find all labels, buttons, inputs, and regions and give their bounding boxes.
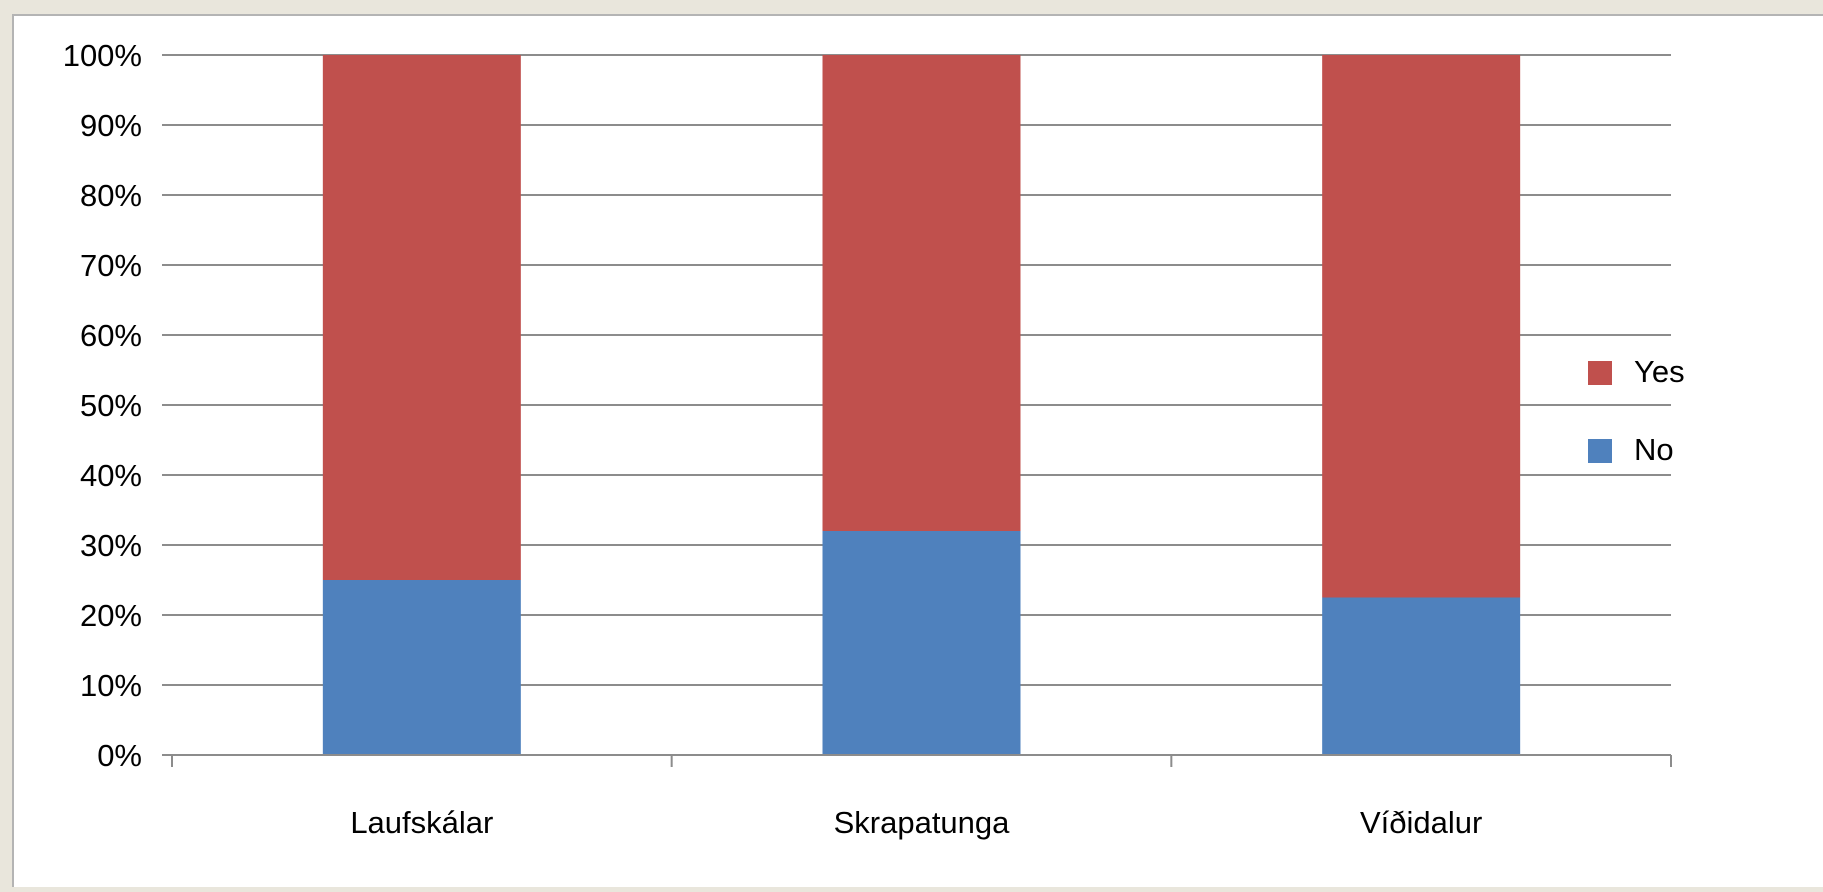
bar-no-2 bbox=[1322, 597, 1521, 755]
bar-yes-0 bbox=[322, 55, 521, 580]
y-tick-label-0: 0% bbox=[97, 738, 142, 773]
y-tick-label-1: 10% bbox=[80, 668, 142, 703]
x-axis bbox=[171, 754, 1672, 767]
y-tick-label-8: 80% bbox=[80, 178, 142, 213]
legend-label-no: No bbox=[1634, 432, 1674, 467]
x-category-label-1: Skrapatunga bbox=[834, 805, 1011, 840]
legend-label-yes: Yes bbox=[1634, 354, 1685, 389]
y-tick-label-9: 90% bbox=[80, 108, 142, 143]
chart-canvas: 0% 10% 20% 30% 40% 50% 60% 70% 80% 90% 100% Laufsk… bbox=[12, 14, 1823, 887]
bars bbox=[322, 55, 1521, 755]
legend-swatch-yes bbox=[1588, 361, 1612, 385]
stacked-bar-chart: 0% 10% 20% 30% 40% 50% 60% 70% 80% 90% 100% Laufsk… bbox=[63, 38, 1685, 840]
y-axis-tick-labels: 0% 10% 20% 30% 40% 50% 60% 70% 80% 90% 100% bbox=[63, 38, 142, 773]
x-category-label-0: Laufskálar bbox=[350, 805, 493, 840]
bar-yes-2 bbox=[1322, 55, 1521, 598]
y-tick-label-7: 70% bbox=[80, 248, 142, 283]
bar-no-1 bbox=[822, 531, 1021, 755]
y-tick-label-3: 30% bbox=[80, 528, 142, 563]
x-category-label-2: Víðidalur bbox=[1360, 805, 1482, 840]
legend: Yes No bbox=[1588, 354, 1685, 467]
y-tick-label-5: 50% bbox=[80, 388, 142, 423]
y-tick-label-4: 40% bbox=[80, 458, 142, 493]
bar-no-0 bbox=[322, 580, 521, 755]
x-axis-category-labels: Laufskálar Skrapatunga Víðidalur bbox=[350, 805, 1482, 840]
y-tick-label-6: 60% bbox=[80, 318, 142, 353]
y-tick-label-2: 20% bbox=[80, 598, 142, 633]
bar-yes-1 bbox=[822, 55, 1021, 531]
legend-swatch-no bbox=[1588, 439, 1612, 463]
y-tick-label-10: 100% bbox=[63, 38, 142, 73]
